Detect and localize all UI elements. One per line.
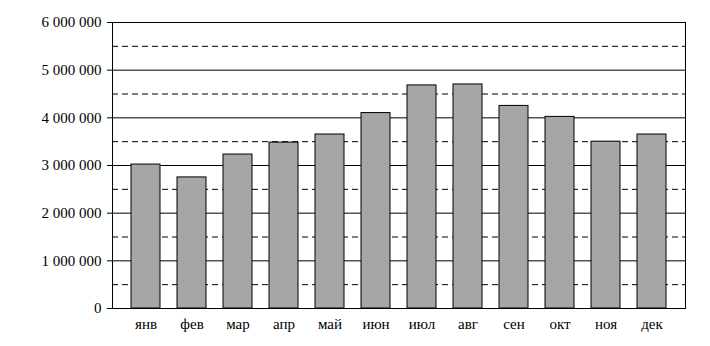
svg-text:дек: дек: [641, 316, 663, 332]
svg-text:ноя: ноя: [595, 316, 617, 332]
svg-text:2 000 000: 2 000 000: [42, 205, 102, 221]
svg-text:июл: июл: [409, 316, 436, 332]
svg-text:окт: окт: [549, 316, 571, 332]
svg-text:0: 0: [94, 300, 102, 316]
svg-text:апр: апр: [273, 316, 295, 332]
svg-text:6 000 000: 6 000 000: [42, 14, 102, 30]
svg-text:июн: июн: [362, 316, 389, 332]
svg-text:3 000 000: 3 000 000: [42, 157, 102, 173]
svg-text:сен: сен: [503, 316, 525, 332]
svg-text:янв: янв: [135, 316, 157, 332]
svg-text:фев: фев: [180, 316, 203, 332]
svg-text:мар: мар: [226, 316, 250, 332]
svg-text:1 000 000: 1 000 000: [42, 253, 102, 269]
svg-text:5 000 000: 5 000 000: [42, 62, 102, 78]
svg-text:4 000 000: 4 000 000: [42, 110, 102, 126]
svg-text:май: май: [318, 316, 342, 332]
svg-text:авг: авг: [458, 316, 478, 332]
